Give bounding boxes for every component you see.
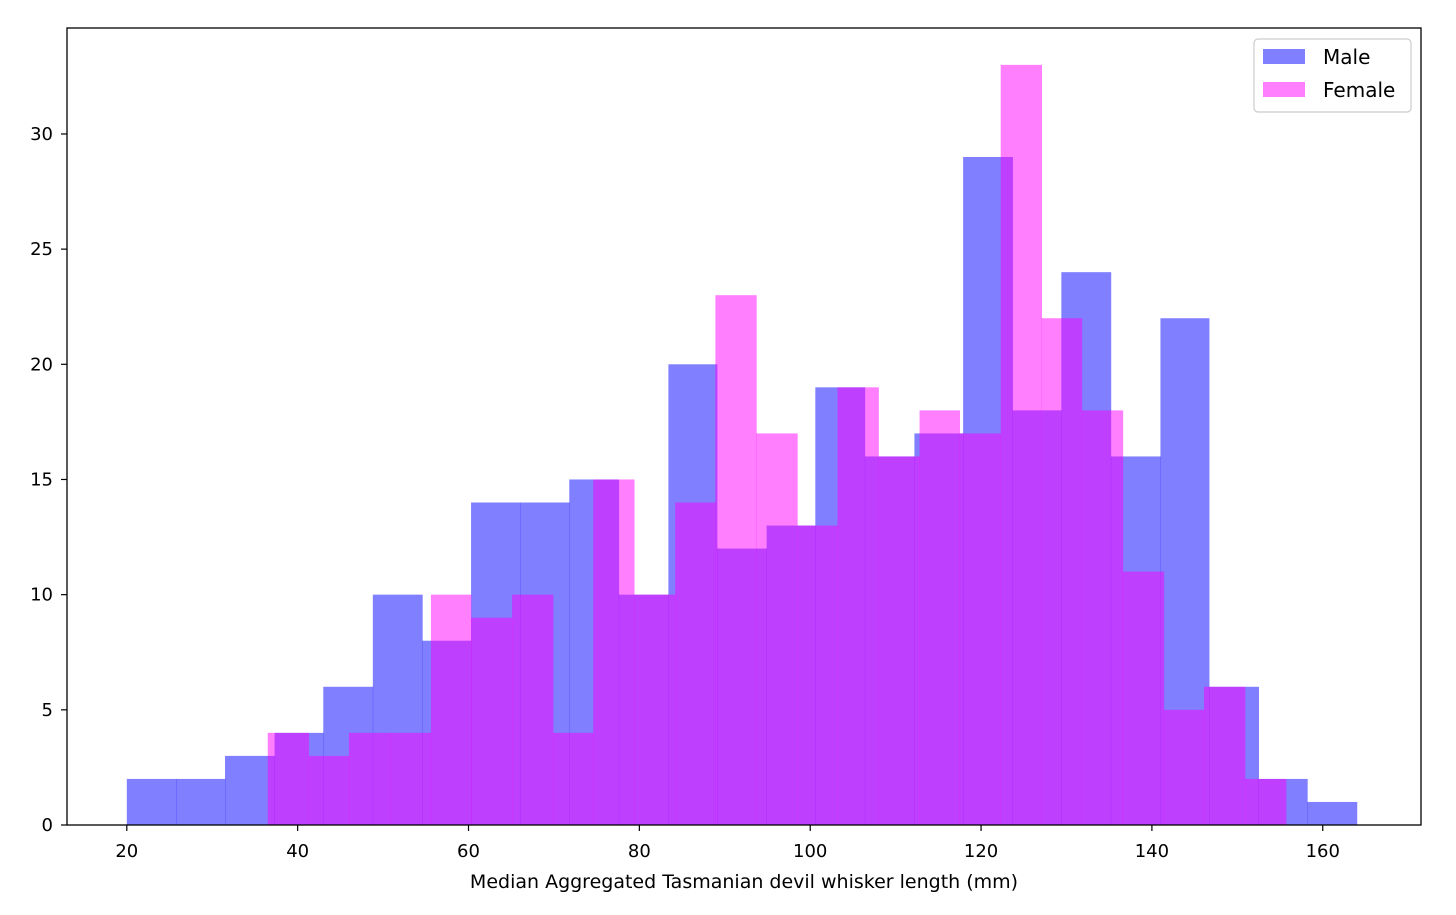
bar-female-6 [512, 594, 554, 825]
bar-female-13 [797, 525, 838, 825]
bar-female-16 [919, 410, 961, 825]
bar-female-4 [430, 594, 472, 825]
bar-female-24 [1245, 778, 1287, 825]
series-female [267, 64, 1287, 826]
y-tick-label: 25 [30, 239, 53, 260]
y-axis: 0 5 10 15 20 25 30 [30, 124, 67, 836]
x-axis: 20 40 60 80 100 120 140 160 [115, 825, 1340, 862]
bar-female-2 [348, 732, 391, 825]
legend-label-female: Female [1323, 78, 1395, 102]
x-tick-label: 80 [628, 841, 651, 862]
bar-female-8 [593, 479, 635, 825]
bar-female-7 [553, 732, 594, 825]
bar-female-9 [634, 594, 676, 825]
x-tick-label: 20 [115, 841, 138, 862]
bar-male-2 [225, 755, 275, 825]
bar-female-14 [837, 387, 879, 825]
legend-swatch-female [1263, 82, 1305, 97]
bar-female-20 [1081, 410, 1124, 825]
bar-female-3 [389, 732, 432, 825]
y-tick-label: 30 [30, 124, 53, 145]
legend-swatch-male [1263, 49, 1305, 64]
bar-female-0 [267, 732, 310, 825]
x-tick-label: 40 [286, 841, 309, 862]
bar-female-23 [1204, 686, 1246, 825]
bar-female-1 [308, 755, 350, 825]
bar-male-1 [176, 778, 226, 825]
bars-layer [126, 64, 1358, 826]
y-tick-label: 15 [30, 469, 53, 490]
bar-female-11 [715, 295, 757, 826]
bar-male-24 [1307, 801, 1358, 825]
x-axis-title: Median Aggregated Tasmanian devil whiske… [470, 871, 1018, 893]
x-tick-label: 120 [964, 841, 998, 862]
bar-female-19 [1041, 318, 1083, 825]
x-tick-label: 100 [793, 841, 827, 862]
plot-frame [66, 27, 1422, 826]
x-tick-label: 60 [457, 841, 480, 862]
x-tick-label: 160 [1306, 841, 1340, 862]
bar-female-12 [756, 433, 798, 825]
bar-female-17 [959, 433, 1002, 825]
x-tick-label: 140 [1135, 841, 1169, 862]
y-tick-label: 5 [42, 700, 53, 721]
bar-female-5 [471, 617, 513, 825]
bar-male-0 [126, 778, 177, 825]
y-tick-label: 10 [30, 585, 53, 606]
legend: Male Female [1253, 38, 1412, 113]
bar-female-21 [1122, 571, 1165, 825]
y-tick-label: 20 [30, 354, 53, 375]
bar-female-10 [675, 502, 716, 825]
bar-female-22 [1163, 709, 1205, 825]
bar-female-18 [1000, 64, 1043, 826]
legend-label-male: Male [1323, 45, 1370, 69]
bar-female-15 [878, 456, 920, 825]
y-tick-label: 0 [42, 815, 53, 836]
